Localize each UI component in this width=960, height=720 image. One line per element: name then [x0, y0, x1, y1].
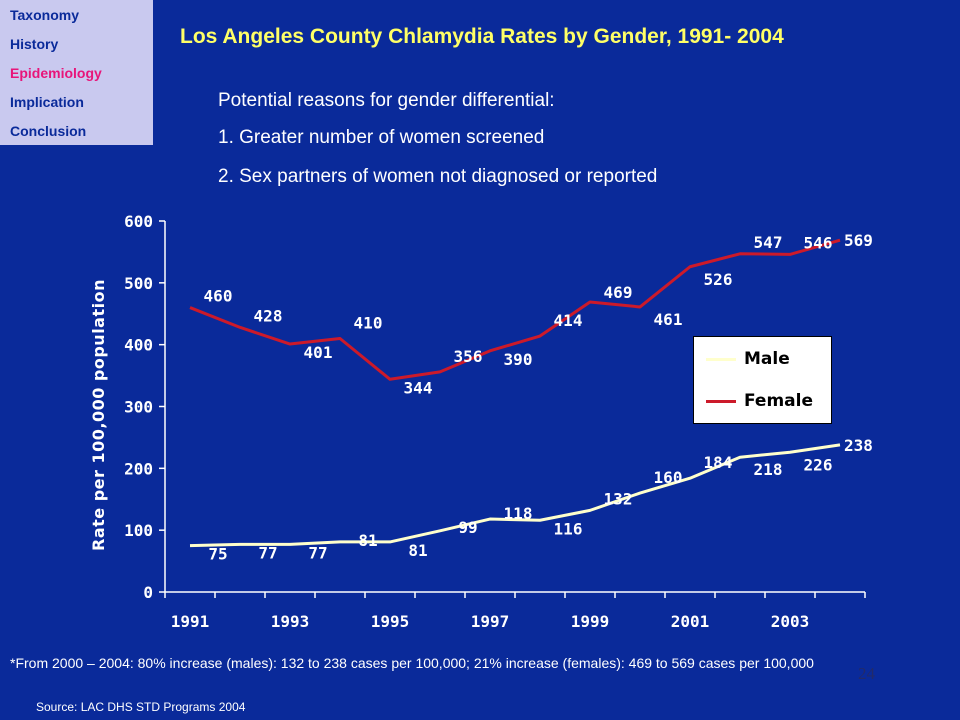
x-axis: 1991 1993 1995 1997 1999 2001 2003 — [164, 591, 866, 631]
nav-item-history[interactable]: History — [10, 36, 59, 52]
data-label-male: 116 — [554, 519, 583, 538]
x-tick-label: 1997 — [471, 612, 510, 631]
nav-item-conclusion[interactable]: Conclusion — [10, 123, 87, 139]
data-label-female: 390 — [504, 350, 533, 369]
reason-1: 1. Greater number of women screened — [218, 127, 545, 148]
data-label-male: 77 — [308, 543, 327, 562]
x-tick-label: 2003 — [771, 612, 810, 631]
data-label-male: 81 — [408, 541, 427, 560]
data-label-female: 547 — [754, 233, 783, 252]
reasons-heading: Potential reasons for gender differentia… — [218, 90, 555, 111]
data-label-female: 461 — [654, 310, 683, 329]
data-label-male: 238 — [844, 436, 873, 455]
y-axis: 0 100 200 300 400 500 600 — [124, 212, 166, 602]
y-axis-label: Rate per 100,000 population — [89, 279, 108, 551]
series-lines — [189, 238, 841, 548]
legend-item-female: Female — [706, 391, 813, 411]
y-tick-label: 300 — [124, 398, 153, 417]
y-tick-label: 100 — [124, 521, 153, 540]
section-nav: Taxonomy History Epidemiology Implicatio… — [0, 0, 153, 145]
data-label-male: 160 — [654, 468, 683, 487]
y-tick-label: 400 — [124, 336, 153, 355]
legend-item-male: Male — [706, 349, 790, 369]
slide-title: Los Angeles County Chlamydia Rates by Ge… — [180, 25, 784, 48]
reason-2: 2. Sex partners of women not diagnosed o… — [218, 166, 658, 187]
y-tick-label: 500 — [124, 274, 153, 293]
data-label-male: 77 — [258, 543, 277, 562]
nav-item-taxonomy[interactable]: Taxonomy — [10, 7, 79, 23]
series-line-male — [189, 443, 841, 548]
data-label-female: 526 — [704, 270, 733, 289]
x-tick-label: 1995 — [371, 612, 410, 631]
data-label-male: 226 — [804, 455, 833, 474]
data-label-female: 414 — [554, 311, 583, 330]
data-label-female: 401 — [304, 343, 333, 362]
x-tick-label: 1991 — [171, 612, 210, 631]
chart-legend: Male Female — [693, 336, 832, 424]
nav-item-implication[interactable]: Implication — [10, 94, 84, 110]
source-note: Source: LAC DHS STD Programs 2004 — [36, 700, 246, 714]
legend-swatch-female — [706, 399, 736, 403]
data-label-female: 356 — [454, 347, 483, 366]
data-label-female: 546 — [804, 233, 833, 252]
y-tick-label: 0 — [143, 583, 153, 602]
data-label-female: 410 — [354, 313, 383, 332]
x-tick-label: 1999 — [571, 612, 610, 631]
x-tick-label: 1993 — [271, 612, 310, 631]
data-label-male: 99 — [458, 518, 477, 537]
y-tick-label: 200 — [124, 459, 153, 478]
data-label-male: 218 — [754, 460, 783, 479]
nav-item-epidemiology[interactable]: Epidemiology — [10, 65, 102, 81]
data-label-male: 75 — [208, 545, 227, 564]
legend-label-male: Male — [744, 349, 790, 369]
data-label-female: 344 — [404, 378, 433, 397]
data-label-female: 460 — [204, 287, 233, 306]
data-label-male: 184 — [704, 453, 733, 472]
page-number: 24 — [858, 664, 875, 683]
x-tick-label: 2001 — [671, 612, 710, 631]
data-label-female: 569 — [844, 231, 873, 250]
data-label-female: 428 — [254, 306, 283, 325]
data-label-male: 81 — [358, 531, 377, 550]
legend-swatch-male — [706, 357, 736, 361]
legend-label-female: Female — [744, 391, 813, 411]
data-label-male: 118 — [504, 504, 533, 523]
footnote: *From 2000 – 2004: 80% increase (males):… — [10, 655, 814, 671]
data-label-female: 469 — [604, 283, 633, 302]
series-line-female — [189, 238, 841, 381]
data-labels: 75 77 77 81 81 99 118 116 132 160 184 218 226 238 460 4… — [204, 231, 873, 563]
data-label-male: 132 — [604, 489, 633, 508]
y-tick-label: 600 — [124, 212, 153, 231]
